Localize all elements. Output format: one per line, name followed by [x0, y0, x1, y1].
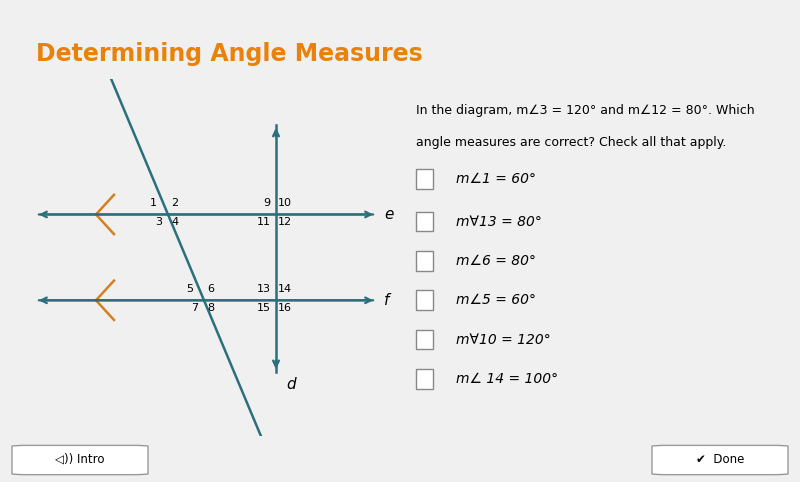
- Text: e: e: [384, 207, 394, 222]
- Text: 8: 8: [207, 303, 214, 313]
- Text: 16: 16: [278, 303, 292, 313]
- Text: 4: 4: [171, 217, 178, 228]
- Text: 6: 6: [207, 284, 214, 295]
- Text: 13: 13: [256, 284, 270, 295]
- FancyBboxPatch shape: [652, 445, 788, 475]
- Text: m∀10 = 120°: m∀10 = 120°: [456, 333, 550, 347]
- Text: ✔  Done: ✔ Done: [696, 453, 744, 466]
- Text: m∠ 14 = 100°: m∠ 14 = 100°: [456, 372, 558, 386]
- Text: 3: 3: [155, 217, 162, 228]
- Bar: [416, 212, 433, 231]
- Text: Determining Angle Measures: Determining Angle Measures: [36, 42, 422, 66]
- FancyBboxPatch shape: [12, 445, 148, 475]
- Text: m∠6 = 80°: m∠6 = 80°: [456, 254, 536, 268]
- Text: ◁)) Intro: ◁)) Intro: [55, 453, 105, 466]
- Text: 14: 14: [278, 284, 292, 295]
- Text: 2: 2: [171, 199, 178, 208]
- Text: m∠1 = 60°: m∠1 = 60°: [456, 172, 536, 186]
- Bar: [416, 251, 433, 271]
- Text: 11: 11: [256, 217, 270, 228]
- Bar: [416, 330, 433, 349]
- Text: m∀13 = 80°: m∀13 = 80°: [456, 214, 542, 228]
- Text: 5: 5: [186, 284, 193, 295]
- Bar: [416, 291, 433, 310]
- Bar: [416, 169, 433, 188]
- Text: 7: 7: [191, 303, 198, 313]
- Text: angle measures are correct? Check all that apply.: angle measures are correct? Check all th…: [416, 136, 726, 149]
- Text: m∠5 = 60°: m∠5 = 60°: [456, 294, 536, 308]
- Text: 10: 10: [278, 199, 292, 208]
- Bar: [416, 369, 433, 389]
- Text: 9: 9: [263, 199, 270, 208]
- Text: 12: 12: [278, 217, 292, 228]
- Text: 1: 1: [150, 199, 157, 208]
- Text: In the diagram, m∠3 = 120° and m∠12 = 80°. Which: In the diagram, m∠3 = 120° and m∠12 = 80…: [416, 104, 754, 117]
- Text: d: d: [286, 377, 296, 392]
- Text: f: f: [384, 293, 390, 308]
- Text: 15: 15: [256, 303, 270, 313]
